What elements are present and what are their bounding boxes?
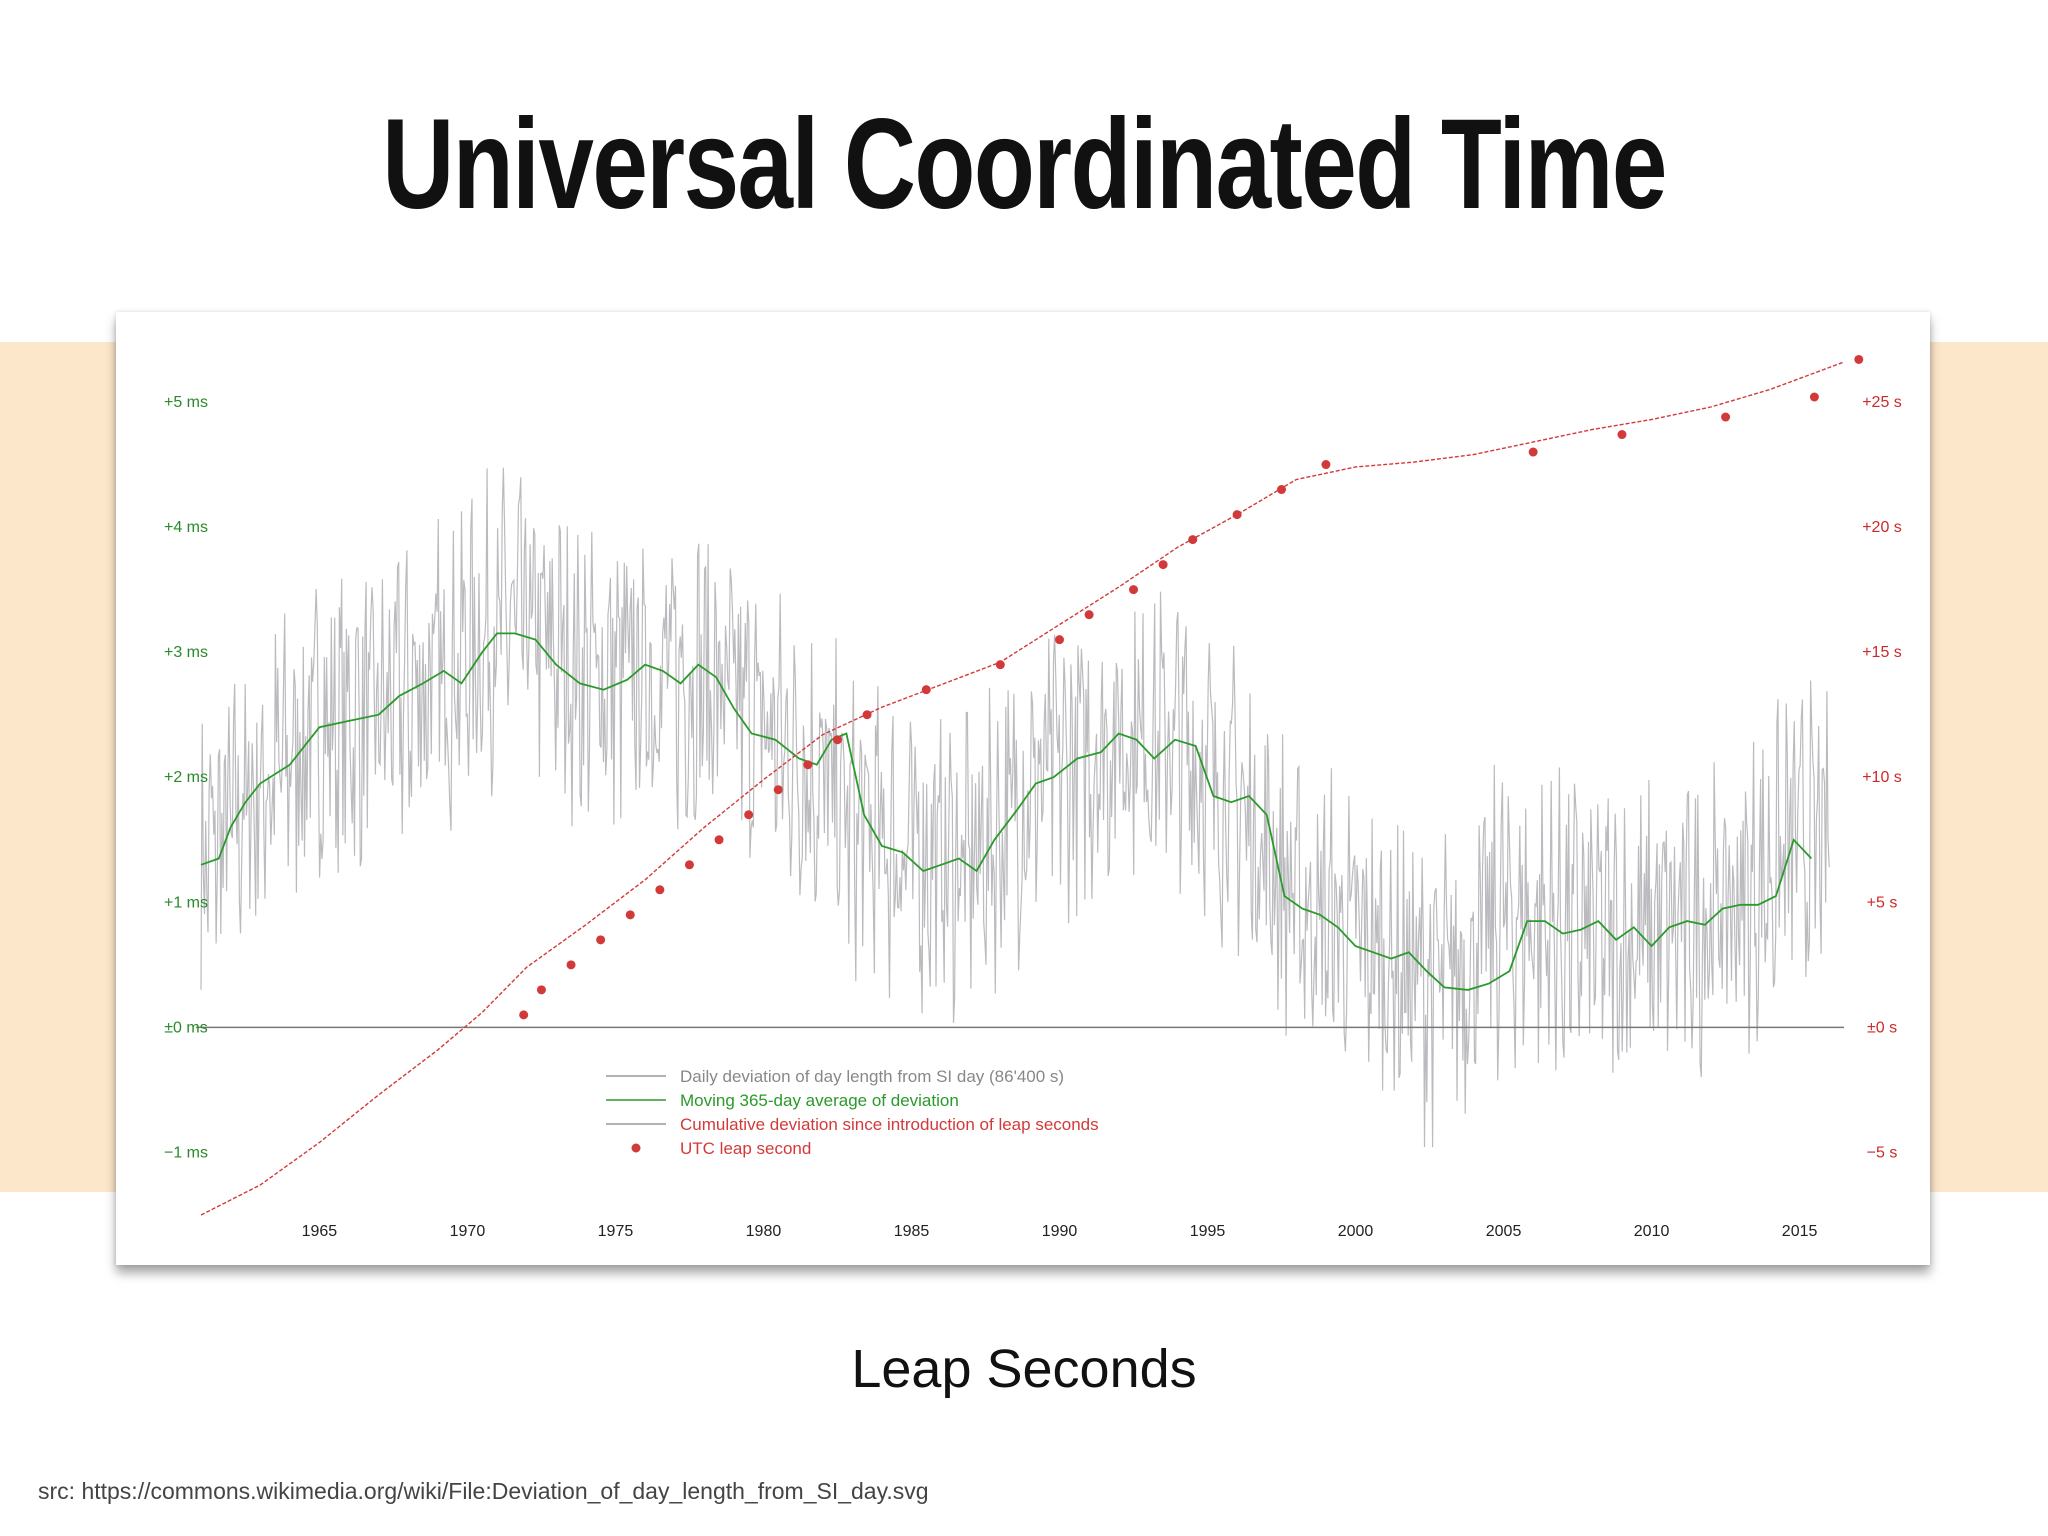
legend-label-daily: Daily deviation of day length from SI da… <box>680 1067 1064 1086</box>
source-link-text: src: https://commons.wikimedia.org/wiki/… <box>38 1478 929 1504</box>
leap-second-point <box>1084 610 1094 620</box>
legend: Daily deviation of day length from SI da… <box>606 1067 1099 1158</box>
left-tick-label: +4 ms <box>164 519 208 536</box>
right-tick-label: −5 s <box>1867 1144 1898 1161</box>
slide-title: Universal Coordinated Time <box>382 93 1667 236</box>
leap-second-point <box>803 760 813 770</box>
leap-second-point <box>1158 560 1168 570</box>
leap-second-point <box>519 1010 529 1020</box>
legend-label-cumulative: Cumulative deviation since introduction … <box>680 1115 1099 1134</box>
x-tick-label: 1965 <box>302 1223 338 1240</box>
x-tick-label: 2005 <box>1486 1223 1522 1240</box>
left-tick-label: ±0 ms <box>164 1019 207 1036</box>
legend-swatch-leap <box>631 1143 641 1153</box>
legend-label-leap: UTC leap second <box>680 1139 811 1158</box>
leap-second-point <box>1721 412 1731 422</box>
left-tick-label: +5 ms <box>164 394 208 411</box>
leap-second-point <box>1188 535 1198 545</box>
leap-second-point <box>1528 447 1538 457</box>
leap-second-point <box>536 985 546 995</box>
right-axis: +25 s +20 s +15 s +10 s +5 s ±0 s −5 s <box>1862 394 1902 1161</box>
leap-second-point <box>684 860 694 870</box>
leap-second-point <box>596 935 606 945</box>
x-tick-label: 1995 <box>1190 1223 1226 1240</box>
average-line <box>200 632 1813 991</box>
left-tick-label: +2 ms <box>164 769 208 786</box>
leap-second-point <box>744 810 754 820</box>
average-series <box>200 632 1813 991</box>
right-tick-label: +5 s <box>1867 894 1898 911</box>
leap-second-point <box>1809 392 1819 402</box>
right-tick-label: +20 s <box>1862 519 1902 536</box>
leap-second-point <box>625 910 635 920</box>
daily-deviation-line <box>200 467 1830 1148</box>
right-tick-label: +25 s <box>1862 394 1902 411</box>
leap-second-point <box>1129 585 1139 595</box>
x-tick-label: 1980 <box>746 1223 782 1240</box>
legend-label-average: Moving 365-day average of deviation <box>680 1091 959 1110</box>
leap-seconds-chart: +5 ms +4 ms +3 ms +2 ms +1 ms ±0 ms −1 ms +25 … <box>164 354 1902 1240</box>
leap-second-point <box>921 685 931 695</box>
x-tick-label: 1985 <box>894 1223 930 1240</box>
daily-deviation-series <box>200 467 1830 1148</box>
x-tick-label: 2015 <box>1782 1223 1818 1240</box>
x-tick-label: 2010 <box>1634 1223 1670 1240</box>
left-tick-label: +1 ms <box>164 894 208 911</box>
leap-second-point <box>862 710 872 720</box>
slide-caption: Leap Seconds <box>851 1339 1197 1399</box>
leap-second-point <box>1854 354 1864 364</box>
left-tick-label: +3 ms <box>164 644 208 661</box>
leap-second-point <box>714 835 724 845</box>
left-tick-label: −1 ms <box>164 1144 208 1161</box>
leap-second-points <box>519 354 1864 1020</box>
leap-second-point <box>1321 460 1331 470</box>
leap-second-point <box>773 785 783 795</box>
leap-second-point <box>566 960 576 970</box>
leap-second-point <box>832 735 842 745</box>
leap-second-point <box>995 660 1005 670</box>
leap-second-point <box>1232 510 1242 520</box>
leap-second-point <box>655 885 665 895</box>
leap-second-point <box>1277 485 1287 495</box>
x-tick-label: 2000 <box>1338 1223 1374 1240</box>
leap-second-point <box>1617 430 1627 440</box>
right-tick-label: ±0 s <box>1867 1019 1897 1036</box>
x-tick-label: 1970 <box>450 1223 486 1240</box>
leap-second-point <box>1055 635 1065 645</box>
right-tick-label: +15 s <box>1862 644 1902 661</box>
x-axis: 1965 1970 1975 1980 1985 1990 1995 2000 2005 2010… <box>302 1223 1818 1240</box>
x-tick-label: 1990 <box>1042 1223 1078 1240</box>
left-axis: +5 ms +4 ms +3 ms +2 ms +1 ms ±0 ms −1 ms <box>164 394 208 1161</box>
chart-frame: +5 ms +4 ms +3 ms +2 ms +1 ms ±0 ms −1 ms +25 … <box>116 312 1930 1265</box>
x-tick-label: 1975 <box>598 1223 634 1240</box>
right-tick-label: +10 s <box>1862 769 1902 786</box>
